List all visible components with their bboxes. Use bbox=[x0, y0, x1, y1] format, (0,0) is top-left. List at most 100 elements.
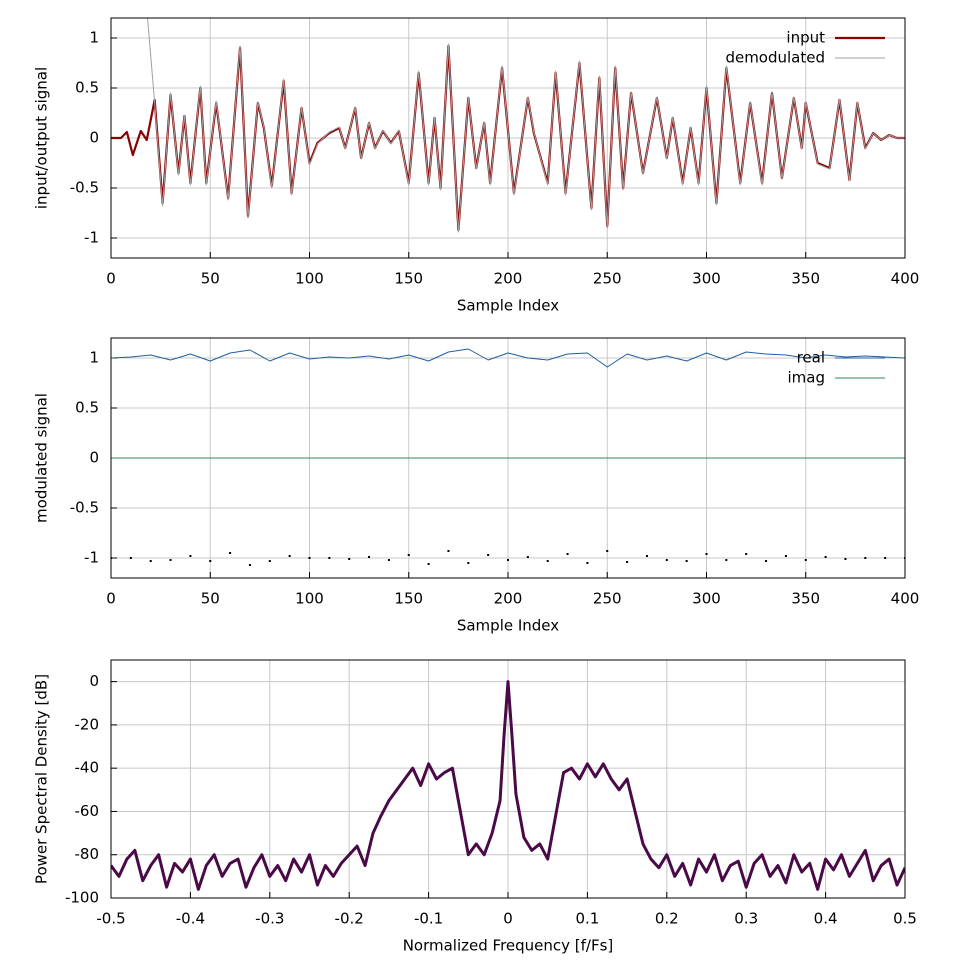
data-dot bbox=[586, 562, 589, 564]
data-dot bbox=[288, 555, 291, 557]
data-dot bbox=[626, 561, 629, 563]
y-tick-label: 0.5 bbox=[75, 79, 99, 97]
data-dot bbox=[566, 553, 569, 555]
plot-area bbox=[111, 18, 905, 233]
data-dot bbox=[725, 559, 728, 561]
y-tick-label: -1 bbox=[84, 229, 99, 247]
x-tick-label: -0.1 bbox=[414, 910, 443, 928]
data-dot bbox=[407, 554, 410, 556]
x-tick-label: 150 bbox=[394, 590, 423, 608]
x-tick-label: 0 bbox=[503, 910, 513, 928]
data-dot bbox=[387, 559, 390, 561]
x-tick-label: 200 bbox=[494, 590, 523, 608]
x-tick-label: 100 bbox=[295, 270, 324, 288]
plot-area bbox=[111, 680, 905, 891]
x-tick-label: 250 bbox=[593, 270, 622, 288]
x-tick-label: 0.4 bbox=[814, 910, 838, 928]
data-dot bbox=[368, 556, 371, 558]
data-dot bbox=[328, 557, 331, 559]
data-dot bbox=[189, 555, 192, 557]
x-tick-label: 300 bbox=[692, 270, 721, 288]
x-tick-label: 400 bbox=[891, 270, 920, 288]
y-tick-label: -100 bbox=[65, 889, 99, 907]
y-tick-label: 1 bbox=[89, 29, 99, 47]
x-tick-label: 0.3 bbox=[734, 910, 758, 928]
axes-frame bbox=[110, 337, 906, 579]
data-dot bbox=[645, 555, 648, 557]
data-dot bbox=[487, 554, 490, 556]
y-axis-label: input/output signal bbox=[33, 67, 51, 209]
x-tick-label: -0.2 bbox=[335, 910, 364, 928]
data-dot bbox=[507, 559, 509, 561]
x-tick-label: 200 bbox=[494, 270, 523, 288]
legend-label: imag bbox=[788, 369, 826, 387]
legend-label: input bbox=[786, 29, 825, 47]
y-tick-label: -40 bbox=[75, 759, 100, 777]
y-tick-label: 0 bbox=[89, 129, 99, 147]
x-tick-label: 50 bbox=[201, 270, 220, 288]
data-dot bbox=[427, 563, 430, 565]
x-tick-label: -0.4 bbox=[176, 910, 205, 928]
y-tick-label: 0 bbox=[89, 449, 99, 467]
x-axis-label: Sample Index bbox=[457, 297, 559, 315]
y-tick-label: -80 bbox=[75, 845, 100, 863]
y-tick-label: -0.5 bbox=[70, 179, 99, 197]
data-dot bbox=[784, 555, 787, 557]
x-tick-label: -0.3 bbox=[255, 910, 284, 928]
data-dot bbox=[447, 550, 450, 552]
x-tick-label: 50 bbox=[201, 590, 220, 608]
data-dot bbox=[348, 558, 351, 560]
data-dot bbox=[765, 560, 768, 562]
data-dot bbox=[745, 553, 748, 555]
data-dot bbox=[824, 556, 827, 558]
data-dot bbox=[229, 552, 232, 554]
data-dot bbox=[665, 559, 668, 561]
x-tick-label: 0.5 bbox=[893, 910, 917, 928]
data-dot bbox=[526, 556, 529, 558]
axes-frame bbox=[110, 659, 906, 899]
y-tick-label: -20 bbox=[75, 715, 100, 733]
data-dot bbox=[606, 550, 609, 552]
y-axis-label: modulated signal bbox=[33, 393, 51, 523]
x-tick-label: -0.5 bbox=[96, 910, 125, 928]
axes-frame bbox=[110, 17, 906, 259]
plot-area bbox=[111, 348, 905, 566]
data-dot bbox=[268, 560, 271, 562]
x-tick-label: 0.2 bbox=[655, 910, 679, 928]
x-tick-label: 0 bbox=[106, 270, 116, 288]
x-tick-label: 250 bbox=[593, 590, 622, 608]
x-tick-label: 400 bbox=[891, 590, 920, 608]
data-dot bbox=[149, 560, 152, 562]
x-tick-label: 0.1 bbox=[575, 910, 599, 928]
legend-label: demodulated bbox=[725, 49, 825, 67]
data-dot bbox=[884, 557, 887, 559]
y-tick-label: 0 bbox=[89, 672, 99, 690]
data-dot bbox=[804, 559, 807, 561]
x-axis-label: Sample Index bbox=[457, 617, 559, 635]
data-dot bbox=[129, 557, 132, 559]
y-tick-label: 1 bbox=[89, 349, 99, 367]
data-dot bbox=[169, 559, 172, 561]
x-tick-label: 0 bbox=[106, 590, 116, 608]
x-tick-label: 350 bbox=[791, 590, 820, 608]
x-tick-label: 300 bbox=[692, 590, 721, 608]
x-tick-label: 350 bbox=[791, 270, 820, 288]
series-line bbox=[111, 348, 905, 368]
data-dot bbox=[546, 560, 549, 562]
data-dot bbox=[844, 558, 847, 560]
data-dot bbox=[705, 553, 708, 555]
data-dot bbox=[209, 560, 212, 562]
legend-label: real bbox=[797, 349, 825, 367]
y-tick-label: 0.5 bbox=[75, 399, 99, 417]
data-dot bbox=[248, 564, 251, 566]
y-axis-label: Power Spectral Density [dB] bbox=[33, 674, 51, 884]
data-dot bbox=[864, 557, 867, 559]
series-line bbox=[111, 680, 905, 891]
y-tick-label: -60 bbox=[75, 802, 100, 820]
x-tick-label: 100 bbox=[295, 590, 324, 608]
data-dot bbox=[467, 562, 470, 564]
x-tick-label: 150 bbox=[394, 270, 423, 288]
data-dot bbox=[685, 560, 688, 562]
y-tick-label: -1 bbox=[84, 549, 99, 567]
